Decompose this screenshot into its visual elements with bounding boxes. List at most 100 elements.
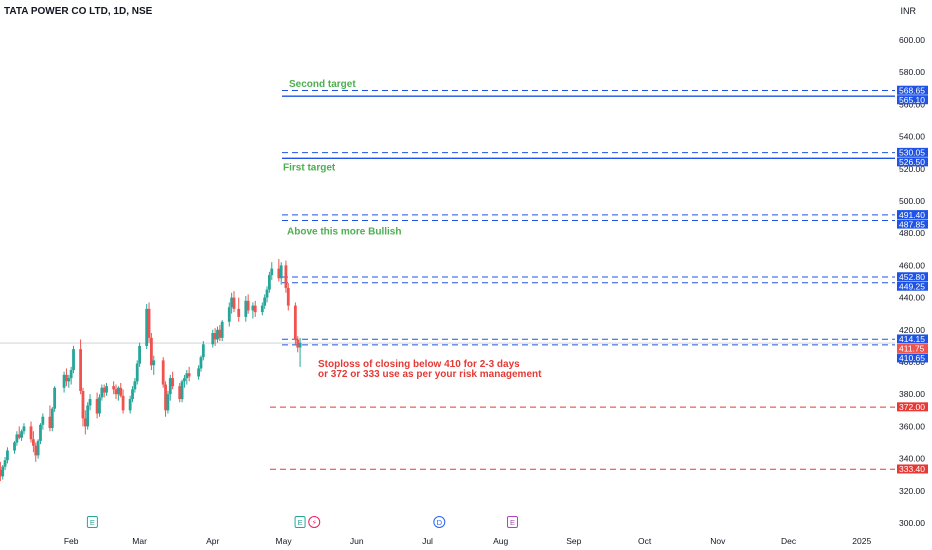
annotation-text: First target [283, 162, 336, 173]
x-tick-label: Sep [566, 536, 581, 546]
price-badge-label: 565.10 [899, 95, 925, 105]
price-badge-label: 491.40 [899, 210, 925, 220]
y-tick-label: 440.00 [899, 293, 925, 303]
candle-body [152, 360, 156, 366]
candle-body [171, 378, 175, 387]
candle-body [53, 387, 57, 409]
candle-body [3, 460, 7, 467]
candle-body [201, 344, 205, 358]
candle-body [147, 308, 151, 338]
price-badge [897, 85, 928, 95]
candle-body [227, 307, 231, 322]
y-tick-label: 580.00 [899, 67, 925, 77]
currency-label: INR [900, 6, 917, 16]
candle-body [88, 399, 92, 406]
candle-body [270, 268, 274, 276]
candle-body [17, 434, 21, 438]
candle-body [161, 360, 165, 385]
event-marker-label: ⚡ [312, 518, 317, 527]
candle-body [197, 368, 200, 377]
candle-body [69, 370, 73, 379]
candle-body [199, 357, 203, 369]
candle-body [187, 373, 191, 377]
candle-body [67, 378, 71, 382]
candle-body [180, 381, 184, 400]
x-tick-label: Mar [132, 536, 147, 546]
x-tick-label: Jul [422, 536, 433, 546]
event-marker-label: E [298, 518, 303, 527]
candle-body [178, 386, 182, 400]
x-tick-label: May [276, 536, 293, 546]
price-badge [897, 272, 928, 282]
candle-body [185, 373, 189, 379]
y-tick-label: 540.00 [899, 132, 925, 142]
price-badge-label: 452.80 [899, 272, 925, 282]
candle-body [135, 363, 139, 382]
candle-body [105, 386, 108, 393]
candle-body [244, 300, 248, 317]
y-tick-label: 360.00 [899, 421, 925, 431]
x-tick-label: Apr [206, 536, 219, 546]
price-badge [897, 147, 928, 157]
candle-body [298, 342, 302, 348]
x-tick-label: Jun [350, 536, 364, 546]
annotation-text: Second target [289, 79, 356, 90]
candle-body [277, 268, 281, 279]
x-tick-label: 2025 [852, 536, 871, 546]
candle-body [65, 374, 68, 382]
candle-body [48, 416, 52, 429]
candle-body [168, 378, 172, 395]
candle-body [6, 450, 9, 461]
candle-body [100, 387, 104, 398]
x-tick-label: Oct [638, 536, 652, 546]
x-tick-label: Feb [64, 536, 79, 546]
candle-body [211, 333, 215, 345]
price-badge-label: 410.65 [899, 353, 925, 363]
candle-body [284, 265, 288, 288]
price-badge [897, 464, 928, 474]
price-badge [897, 157, 928, 167]
candle-body [128, 399, 132, 411]
candle-body [218, 329, 222, 338]
candle-body [20, 431, 23, 438]
earnings-marker [294, 516, 306, 528]
event-marker-label: E [90, 518, 95, 527]
candle-body [131, 389, 134, 400]
y-tick-label: 300.00 [899, 518, 925, 528]
candle-body [246, 300, 250, 311]
candle-body [15, 434, 19, 443]
price-badge-label: 530.05 [899, 148, 925, 158]
candle-body [95, 399, 99, 414]
symbol-title: TATA POWER CO LTD, 1D, NSE [4, 6, 153, 17]
candle-body [41, 416, 45, 425]
price-badge [897, 334, 928, 344]
candle-body [279, 265, 283, 279]
candle-body [237, 308, 241, 317]
y-tick-label: 460.00 [899, 260, 925, 270]
candle-body [138, 345, 141, 364]
candle-body [265, 289, 269, 298]
x-tick-label: Aug [493, 536, 508, 546]
y-tick-label: 600.00 [899, 35, 925, 45]
candle-body [0, 469, 2, 477]
price-badge [897, 353, 928, 363]
price-badge-label: 526.50 [899, 157, 925, 167]
y-tick-label: 340.00 [899, 454, 925, 464]
x-tick-label: Nov [710, 536, 726, 546]
price-badge-label: 372.00 [899, 402, 925, 412]
candle-body [114, 389, 118, 395]
x-tick-label: Dec [781, 536, 797, 546]
y-tick-label: 320.00 [899, 486, 925, 496]
candle-body [216, 329, 219, 340]
candle-body [145, 308, 149, 346]
annotation-text: Above this more Bullish [287, 227, 401, 238]
candle-body [164, 384, 167, 411]
candle-body [150, 337, 153, 366]
candle-body [13, 442, 16, 451]
annotation-text: or 372 or 333 use as per your risk manag… [318, 369, 542, 380]
candle-body [112, 386, 116, 390]
earnings-marker [506, 516, 518, 528]
candle-body [293, 305, 297, 340]
